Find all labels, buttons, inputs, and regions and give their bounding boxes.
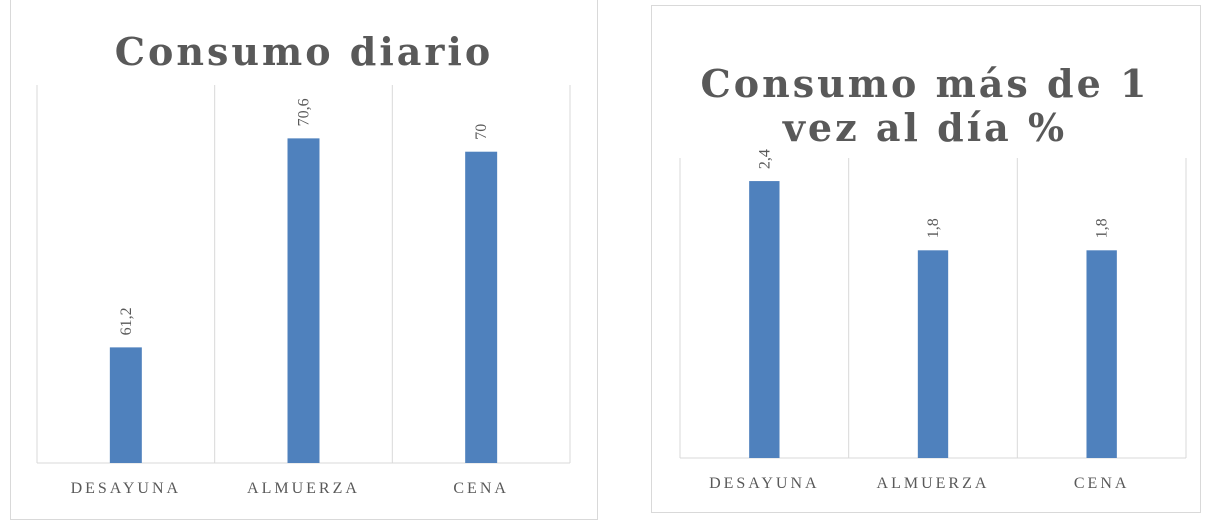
- bar: [465, 151, 498, 464]
- data-label: 61,2: [118, 307, 135, 335]
- chart-title: Consumo diario: [114, 29, 494, 74]
- x-tick-label: ALMUERZA: [247, 480, 360, 497]
- data-label: 2,4: [756, 149, 773, 169]
- data-label: 70,6: [296, 98, 313, 126]
- chart-frame: [651, 5, 1201, 513]
- x-tick-label: ALMUERZA: [877, 475, 990, 492]
- x-tick-label: CENA: [1074, 475, 1130, 492]
- bar: [109, 347, 142, 463]
- data-label: 70: [473, 124, 490, 140]
- bar: [287, 138, 320, 464]
- chart-title: Consumo más de 1 vez al día %: [700, 61, 1150, 150]
- data-label: 1,8: [925, 218, 942, 238]
- x-tick-label: CENA: [453, 480, 509, 497]
- data-label: 1,8: [1094, 218, 1111, 238]
- bar: [1086, 250, 1117, 458]
- x-tick-label: DESAYUNA: [709, 475, 820, 492]
- bar: [749, 181, 780, 459]
- bar: [917, 250, 949, 458]
- x-tick-label: DESAYUNA: [71, 480, 182, 497]
